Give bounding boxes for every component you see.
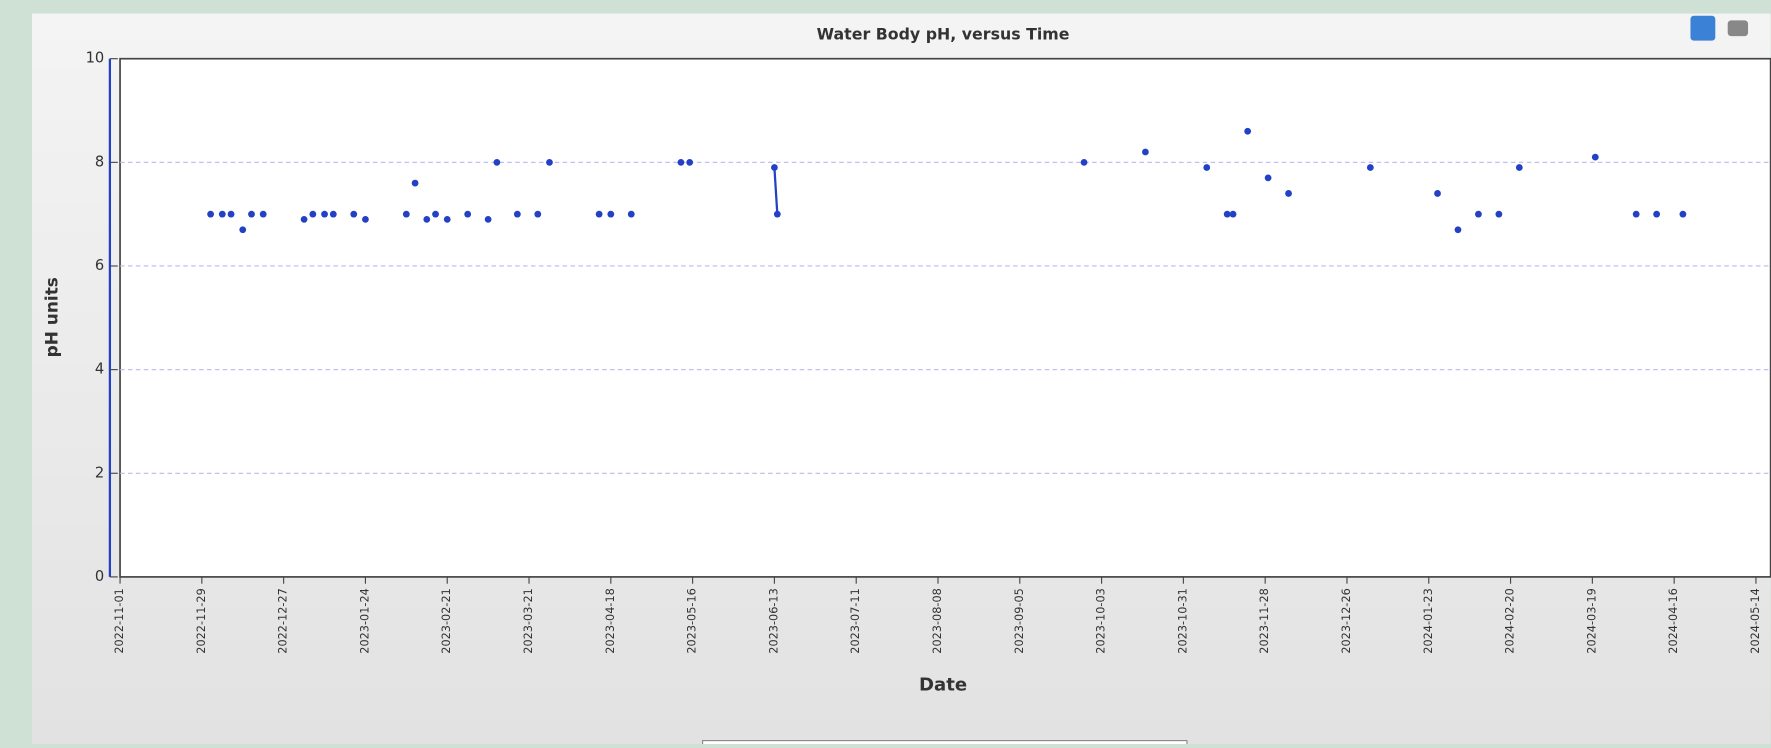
x-tick-label: 2023-06-13 bbox=[767, 588, 780, 653]
plot-area bbox=[120, 59, 1771, 577]
y-tick-label: 0 bbox=[95, 568, 104, 585]
marker bbox=[350, 211, 357, 218]
x-tick-label: 2024-01-23 bbox=[1422, 588, 1435, 653]
marker bbox=[1285, 190, 1292, 197]
marker bbox=[207, 211, 214, 218]
link-button[interactable] bbox=[1690, 16, 1715, 41]
marker bbox=[1434, 190, 1441, 197]
x-tick-label: 2023-03-21 bbox=[522, 588, 535, 653]
x-tick-label: 2023-04-18 bbox=[604, 588, 617, 653]
chart-title: Water Body pH, versus Time bbox=[817, 24, 1070, 43]
y-tick-label: 2 bbox=[95, 464, 104, 481]
page: {"chart_data": {"type": "scatter", "titl… bbox=[0, 0, 1771, 748]
marker bbox=[596, 211, 603, 218]
marker bbox=[546, 159, 553, 166]
print-button[interactable] bbox=[1728, 20, 1748, 36]
x-tick-label: 2023-10-31 bbox=[1176, 588, 1189, 653]
marker bbox=[534, 211, 541, 218]
marker bbox=[1592, 154, 1599, 161]
x-tick-label: 2024-04-16 bbox=[1667, 588, 1680, 653]
marker bbox=[1203, 164, 1210, 171]
marker bbox=[485, 216, 492, 223]
x-tick-label: 2023-01-24 bbox=[358, 588, 371, 653]
marker bbox=[464, 211, 471, 218]
x-tick-label: 2023-10-03 bbox=[1095, 588, 1108, 653]
marker bbox=[494, 159, 501, 166]
y-tick-label: 6 bbox=[95, 257, 104, 274]
x-tick-label: 2023-02-21 bbox=[440, 588, 453, 653]
marker bbox=[260, 211, 267, 218]
marker bbox=[228, 211, 235, 218]
x-tick-label: 2024-03-19 bbox=[1585, 588, 1598, 653]
marker bbox=[321, 211, 328, 218]
marker bbox=[1230, 211, 1237, 218]
marker bbox=[403, 211, 410, 218]
x-tick-label: 2022-12-27 bbox=[277, 588, 290, 653]
x-tick-label: 2023-05-16 bbox=[686, 588, 699, 653]
marker bbox=[771, 164, 778, 171]
y-tick-label: 10 bbox=[86, 50, 105, 67]
marker bbox=[423, 216, 430, 223]
x-tick-label: 2022-11-01 bbox=[113, 588, 126, 653]
marker bbox=[1516, 164, 1523, 171]
marker bbox=[1244, 128, 1251, 135]
x-tick-label: 2023-09-05 bbox=[1013, 588, 1026, 653]
y-axis-label: pH units bbox=[41, 277, 61, 357]
marker bbox=[1265, 175, 1272, 182]
marker bbox=[301, 216, 308, 223]
x-tick-label: 2023-07-11 bbox=[849, 588, 862, 653]
marker bbox=[678, 159, 685, 166]
x-tick-label: 2022-11-29 bbox=[195, 588, 208, 653]
marker bbox=[1081, 159, 1088, 166]
marker bbox=[514, 211, 521, 218]
marker bbox=[1495, 211, 1502, 218]
marker bbox=[330, 211, 337, 218]
x-tick-label: 2024-05-14 bbox=[1749, 588, 1762, 653]
marker bbox=[774, 211, 781, 218]
marker bbox=[432, 211, 439, 218]
marker bbox=[1142, 149, 1149, 156]
marker bbox=[1224, 211, 1231, 218]
marker bbox=[1455, 226, 1462, 233]
marker bbox=[444, 216, 451, 223]
marker bbox=[1653, 211, 1660, 218]
marker bbox=[1680, 211, 1687, 218]
marker bbox=[309, 211, 316, 218]
marker bbox=[628, 211, 635, 218]
y-tick-label: 8 bbox=[95, 153, 104, 170]
marker bbox=[1367, 164, 1374, 171]
marker bbox=[686, 159, 693, 166]
marker bbox=[412, 180, 419, 187]
x-tick-label: 2024-02-20 bbox=[1504, 588, 1517, 653]
marker bbox=[219, 211, 226, 218]
marker bbox=[1633, 211, 1640, 218]
marker bbox=[362, 216, 369, 223]
x-tick-label: 2023-11-28 bbox=[1258, 588, 1271, 653]
legend bbox=[703, 741, 1187, 744]
x-axis-label: Date bbox=[919, 674, 967, 695]
x-tick-label: 2023-12-26 bbox=[1340, 588, 1353, 653]
marker bbox=[239, 226, 246, 233]
chart: Water Body pH, versus Time Date pH units… bbox=[0, 0, 1771, 744]
marker bbox=[248, 211, 255, 218]
x-tick-label: 2023-08-08 bbox=[931, 588, 944, 653]
marker bbox=[1475, 211, 1482, 218]
marker bbox=[607, 211, 614, 218]
y-tick-label: 4 bbox=[95, 361, 104, 378]
